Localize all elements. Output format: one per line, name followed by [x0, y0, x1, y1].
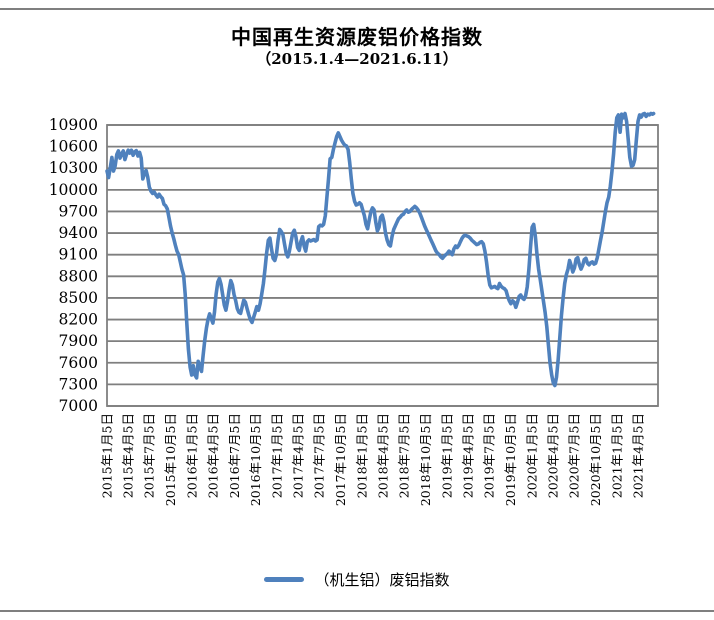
svg-text:7000: 7000: [59, 397, 98, 415]
chart-title: 中国再生资源废铝价格指数: [231, 25, 483, 49]
svg-text:2019年4月5日: 2019年4月5日: [460, 413, 475, 498]
chart-subtitle: （2015.1.4—2021.6.11）: [256, 50, 458, 68]
svg-text:2016年4月5日: 2016年4月5日: [206, 413, 221, 498]
svg-text:2016年1月5日: 2016年1月5日: [184, 413, 199, 498]
svg-text:9700: 9700: [59, 202, 98, 220]
top-rule: [0, 8, 714, 10]
svg-text:2015年1月5日: 2015年1月5日: [100, 413, 115, 498]
svg-text:2019年1月5日: 2019年1月5日: [439, 413, 454, 498]
svg-text:7900: 7900: [59, 332, 98, 350]
svg-text:7600: 7600: [59, 354, 98, 372]
svg-text:2017年1月5日: 2017年1月5日: [270, 413, 285, 498]
svg-text:2018年1月5日: 2018年1月5日: [355, 413, 370, 498]
legend-label: （机生铝）废铝指数: [314, 570, 450, 589]
svg-text:10000: 10000: [49, 181, 98, 199]
svg-text:2018年7月5日: 2018年7月5日: [397, 413, 412, 498]
svg-text:9400: 9400: [59, 224, 98, 242]
svg-text:2021年1月5日: 2021年1月5日: [610, 413, 625, 498]
svg-text:10600: 10600: [49, 138, 98, 156]
legend-line-marker: [264, 576, 305, 582]
svg-text:2017年4月5日: 2017年4月5日: [291, 413, 306, 498]
svg-text:2020年4月5日: 2020年4月5日: [546, 413, 561, 498]
svg-text:10300: 10300: [49, 159, 98, 177]
bottom-rule: [0, 610, 714, 612]
svg-text:8500: 8500: [59, 289, 98, 307]
y-axis-labels: 7000 7300 7600 7900 8200 8500 8800 9100 9400 9700…: [49, 116, 98, 415]
svg-text:2019年7月5日: 2019年7月5日: [482, 413, 497, 498]
svg-text:2020年10月5日: 2020年10月5日: [588, 413, 603, 506]
svg-text:2018年10月5日: 2018年10月5日: [418, 413, 433, 506]
svg-text:2017年7月5日: 2017年7月5日: [312, 413, 327, 498]
svg-text:2020年7月5日: 2020年7月5日: [567, 413, 582, 498]
legend: （机生铝）废铝指数: [0, 566, 714, 592]
plot-border: [106, 124, 659, 407]
x-axis-labels: 2015年1月5日 2015年4月5日 2015年7月5日 2015年10月5日 201…: [100, 413, 646, 506]
series-line-scrap-aluminum-index: [105, 111, 656, 388]
svg-text:2020年1月5日: 2020年1月5日: [524, 413, 539, 498]
svg-text:2016年10月5日: 2016年10月5日: [248, 413, 263, 506]
svg-text:2017年10月5日: 2017年10月5日: [333, 413, 348, 506]
svg-text:2018年4月5日: 2018年4月5日: [375, 413, 390, 498]
svg-text:2015年10月5日: 2015年10月5日: [163, 413, 178, 506]
svg-text:7300: 7300: [59, 375, 98, 393]
svg-text:8200: 8200: [59, 311, 98, 329]
svg-text:2021年4月5日: 2021年4月5日: [630, 413, 645, 498]
svg-text:9100: 9100: [59, 246, 98, 264]
svg-text:2015年4月5日: 2015年4月5日: [120, 413, 135, 498]
svg-text:2015年7月5日: 2015年7月5日: [142, 413, 157, 498]
svg-text:2016年7月5日: 2016年7月5日: [227, 413, 242, 498]
svg-text:10900: 10900: [49, 116, 98, 134]
svg-text:2019年10月5日: 2019年10月5日: [503, 413, 518, 506]
svg-text:8800: 8800: [59, 267, 98, 285]
